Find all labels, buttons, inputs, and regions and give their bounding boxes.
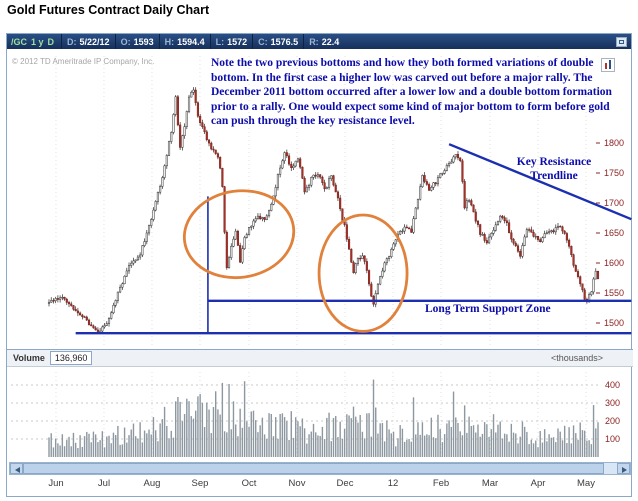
aggregation-label: D bbox=[47, 36, 55, 47]
month-label: Oct bbox=[241, 478, 257, 489]
analysis-note: Note the two previous bottoms and how th… bbox=[211, 57, 612, 128]
quote-field-o: O: 1593 bbox=[114, 34, 159, 49]
month-label: Aug bbox=[143, 478, 161, 489]
month-label: Jun bbox=[48, 478, 64, 489]
quote-field-h: H: 1594.4 bbox=[158, 34, 210, 49]
quote-field-l: L: 1572 bbox=[209, 34, 253, 49]
quote-field-r: R: 22.4 bbox=[303, 34, 344, 49]
month-label: Apr bbox=[530, 478, 546, 489]
scroll-right-arrow-icon[interactable] bbox=[617, 463, 630, 474]
volume-units: <thousands> bbox=[550, 353, 603, 363]
time-axis: Jun Jul Aug Sep Oct Nov Dec 12 Feb Mar Apr May bbox=[7, 476, 633, 492]
month-label: May bbox=[577, 478, 595, 489]
chart-glyph-icon bbox=[619, 39, 624, 44]
month-label: Dec bbox=[336, 478, 354, 489]
volume-axis-label: 100 bbox=[605, 434, 620, 444]
maximize-chart-icon[interactable] bbox=[616, 36, 627, 47]
horizontal-scrollbar[interactable] bbox=[9, 462, 631, 475]
month-label: Jul bbox=[97, 478, 111, 489]
scroll-left-arrow-icon[interactable] bbox=[10, 463, 23, 474]
double-bottom-ellipse-1 bbox=[182, 189, 296, 280]
page-title: Gold Futures Contract Daily Chart bbox=[7, 3, 210, 17]
month-label: Nov bbox=[288, 478, 306, 489]
price-axis-label: 1700 bbox=[604, 198, 624, 208]
month-label: Feb bbox=[432, 478, 450, 489]
range-label: 1 y bbox=[31, 36, 44, 47]
volume-axis-label: 300 bbox=[605, 398, 620, 408]
price-axis-label: 1500 bbox=[604, 318, 624, 328]
quote-field-d: D: 5/22/12 bbox=[61, 34, 115, 49]
mini-chart-icon[interactable] bbox=[601, 58, 615, 72]
month-label: Mar bbox=[481, 478, 499, 489]
volume-header: Volume 136,960 <thousands> bbox=[7, 349, 633, 367]
month-label: Sep bbox=[191, 478, 209, 489]
mini-chart-red-bar-icon bbox=[605, 63, 607, 69]
volume-axis-label: 400 bbox=[605, 380, 620, 390]
symbol-label: /GC bbox=[11, 36, 28, 47]
volume-bars bbox=[48, 379, 599, 457]
double-bottom-ellipse-2 bbox=[317, 213, 409, 333]
symbol-selector[interactable]: /GC 1 y D bbox=[7, 37, 61, 47]
price-axis-label: 1650 bbox=[604, 228, 624, 238]
candlesticks bbox=[47, 87, 600, 334]
copyright-watermark: © 2012 TD Ameritrade IP Company, Inc. bbox=[12, 57, 155, 66]
volume-label: Volume bbox=[13, 353, 45, 363]
price-axis-label: 1800 bbox=[604, 138, 624, 148]
mini-chart-blue-bar-icon bbox=[609, 60, 611, 69]
resistance-trendline bbox=[448, 143, 632, 221]
quote-field-c: C: 1576.5 bbox=[252, 34, 303, 49]
support-zone-label: Long Term Support Zone bbox=[425, 303, 551, 315]
quote-fields: D: 5/22/12 O: 1593 H: 1594.4 L: 1572 C: 1576.5 R: 2… bbox=[61, 34, 344, 49]
price-axis-label: 1750 bbox=[604, 168, 624, 178]
volume-value: 136,960 bbox=[49, 351, 93, 365]
price-volume-chart[interactable]: 400 300 200 100 1800 1750 1700 1650 1600 1550 1500 bbox=[7, 34, 633, 498]
chart-panel: 400 300 200 100 1800 1750 1700 1650 1600 1550 1500… bbox=[6, 33, 633, 498]
price-axis-label: 1600 bbox=[604, 258, 624, 268]
chart-header-bar: /GC 1 y D D: 5/22/12 O: 1593 H: 1594.4 L: 1572 C… bbox=[7, 34, 631, 49]
price-axis-label: 1550 bbox=[604, 288, 624, 298]
resistance-trendline-label: Key Resistance Trendline bbox=[516, 156, 592, 183]
volume-axis-label: 200 bbox=[605, 416, 620, 426]
month-label: 12 bbox=[387, 478, 399, 489]
scrollbar-thumb[interactable] bbox=[23, 463, 604, 474]
